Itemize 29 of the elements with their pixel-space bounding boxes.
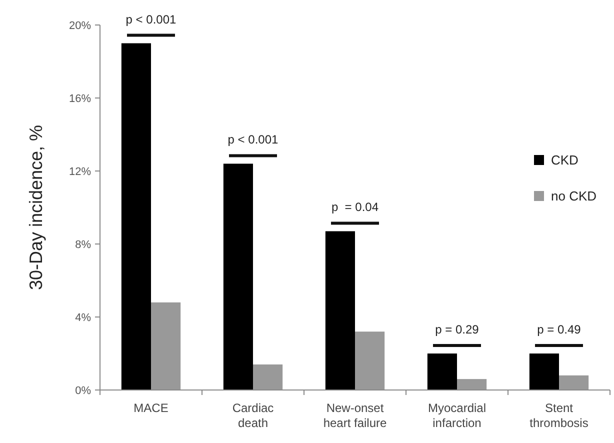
legend-label: CKD <box>551 152 578 168</box>
x-tick-label: New-onset heart failure <box>323 401 388 430</box>
y-axis-title: 30-Day incidence, % <box>26 124 46 290</box>
bar <box>427 354 457 390</box>
bar <box>223 164 253 390</box>
bar <box>121 43 151 390</box>
y-tick-label: 0% <box>75 384 92 397</box>
bar <box>559 375 589 390</box>
y-tick-label: 20% <box>68 20 92 32</box>
annotation: p < 0.001 <box>228 132 279 147</box>
bar <box>253 364 283 390</box>
legend-label: no CKD <box>551 188 597 204</box>
y-tick-label: 12% <box>68 166 92 178</box>
y-tick-label: 16% <box>68 92 92 105</box>
bar <box>325 231 355 390</box>
bar <box>355 332 385 390</box>
annotation: p < 0.001 <box>126 12 177 26</box>
x-tick-label: Stent thrombosis <box>530 401 588 430</box>
annotation: p = 0.29 <box>435 322 480 336</box>
bar <box>457 379 487 390</box>
x-tick-label: Cardiac death <box>232 401 274 430</box>
y-tick-label: 4% <box>75 312 92 324</box>
annotation: p = 0.49 <box>537 322 582 336</box>
y-tick-label: 8% <box>75 238 92 251</box>
annotation: p = 0.04 <box>331 200 379 214</box>
x-tick-label: MACE <box>134 401 168 415</box>
bar <box>151 302 181 390</box>
x-tick-label: Myocardial infarction <box>428 401 486 430</box>
bar <box>529 354 559 390</box>
